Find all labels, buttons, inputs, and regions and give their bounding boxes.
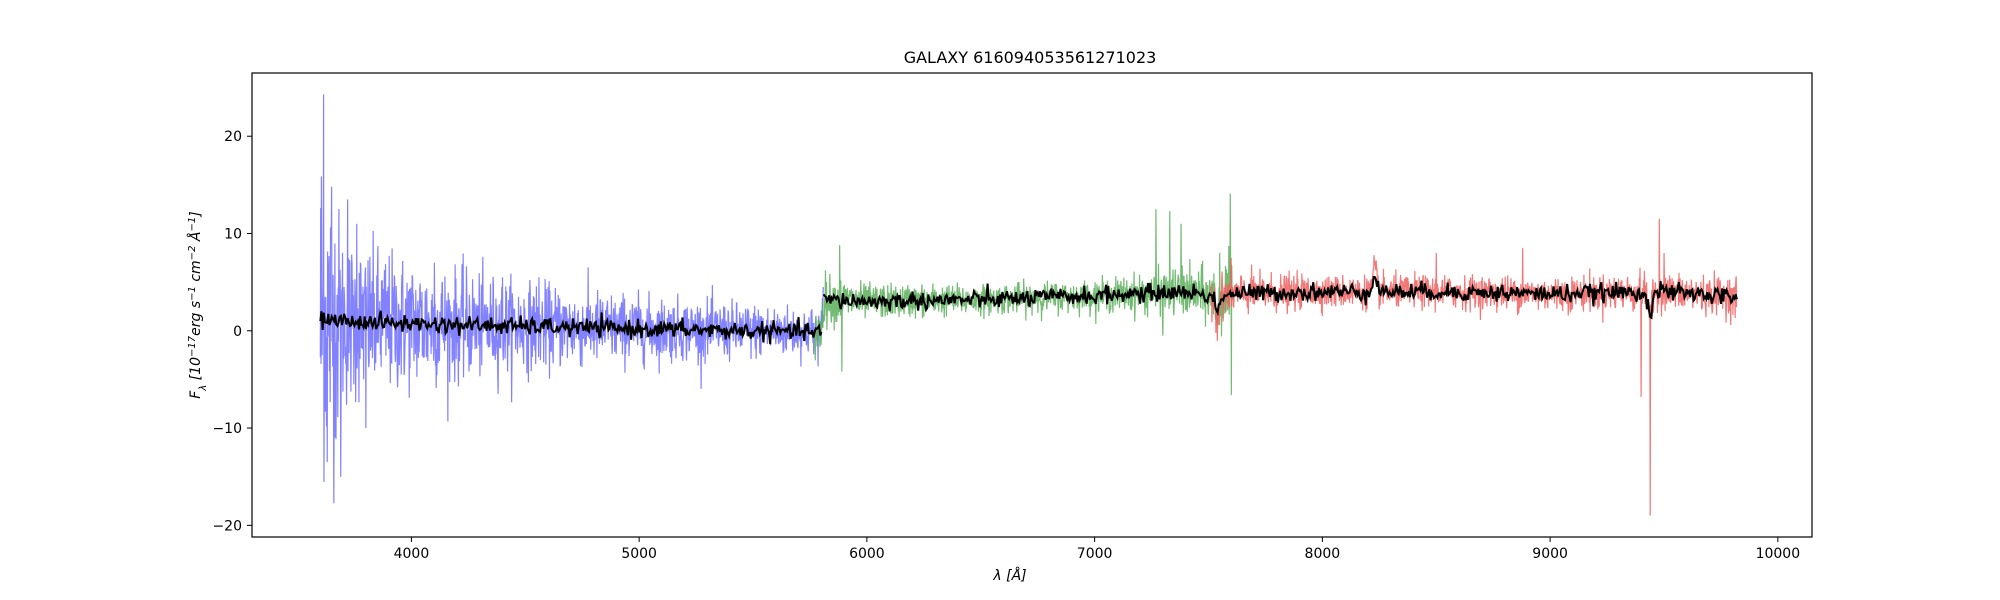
chart-title: GALAXY 616094053561271023: [904, 48, 1157, 67]
plot-frame: [251, 72, 1813, 538]
y-axis: −20 −10 0 10 20: [212, 129, 252, 534]
x-axis-label: λ [Å]: [992, 567, 1026, 584]
y-tick-label-4: 20: [224, 129, 242, 145]
x-tick-label-5: 9000: [1532, 546, 1568, 562]
plot-area: [319, 94, 1738, 516]
x-axis: 4000 5000 6000 7000 8000 9000 10000: [394, 537, 1801, 562]
x-tick-label-6: 10000: [1756, 546, 1801, 562]
model-line-0: [319, 310, 823, 345]
x-tick-label-1: 5000: [621, 546, 657, 562]
x-tick-label-0: 4000: [394, 546, 430, 562]
y-tick-label-0: −20: [212, 518, 242, 534]
y-axis-label: Fλ [10−17erg s−1 cm−2 Å−1]: [187, 211, 209, 398]
y-tick-label-2: 0: [233, 324, 242, 340]
x-tick-label-2: 6000: [849, 546, 885, 562]
y-tick-label-3: 10: [224, 227, 242, 243]
model-line-1: [822, 275, 1738, 320]
spectrum-series-0: [319, 94, 825, 504]
y-tick-label-1: −10: [212, 421, 242, 437]
x-tick-label-3: 7000: [1077, 546, 1113, 562]
spectrum-series-2: [1210, 218, 1738, 516]
x-tick-label-4: 8000: [1305, 546, 1341, 562]
